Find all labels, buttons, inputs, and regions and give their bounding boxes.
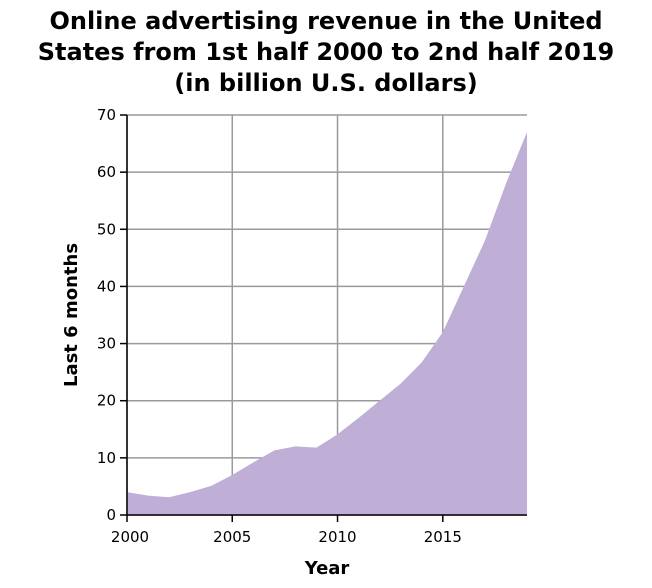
x-tick-label: 2010 xyxy=(318,528,356,546)
y-tick-label: 60 xyxy=(97,163,116,181)
x-axis-title: Year xyxy=(304,558,350,579)
y-axis-ticks: 0 10 20 30 40 50 60 70 xyxy=(97,106,127,524)
y-tick-label: 40 xyxy=(97,277,116,295)
y-tick-label: 10 xyxy=(97,449,116,467)
x-tick-label: 2015 xyxy=(424,528,462,546)
x-tick-label: 2000 xyxy=(111,528,149,546)
y-tick-label: 0 xyxy=(106,506,116,524)
chart-title-line-1: Online advertising revenue in the United xyxy=(49,7,603,35)
x-axis-ticks: 2000 2005 2010 2015 xyxy=(111,515,462,546)
chart-title-line-2: States from 1st half 2000 to 2nd half 20… xyxy=(37,38,615,66)
x-tick-label: 2005 xyxy=(213,528,251,546)
chart-title: Online advertising revenue in the United… xyxy=(0,6,652,99)
y-tick-label: 30 xyxy=(97,335,116,353)
y-tick-label: 20 xyxy=(97,392,116,410)
chart-title-line-3: (in billion U.S. dollars) xyxy=(174,69,478,97)
y-tick-label: 50 xyxy=(97,220,116,238)
y-axis-title: Last 6 months xyxy=(61,243,82,387)
y-tick-label: 70 xyxy=(97,106,116,124)
revenue-area xyxy=(127,132,527,515)
axes xyxy=(126,115,527,516)
